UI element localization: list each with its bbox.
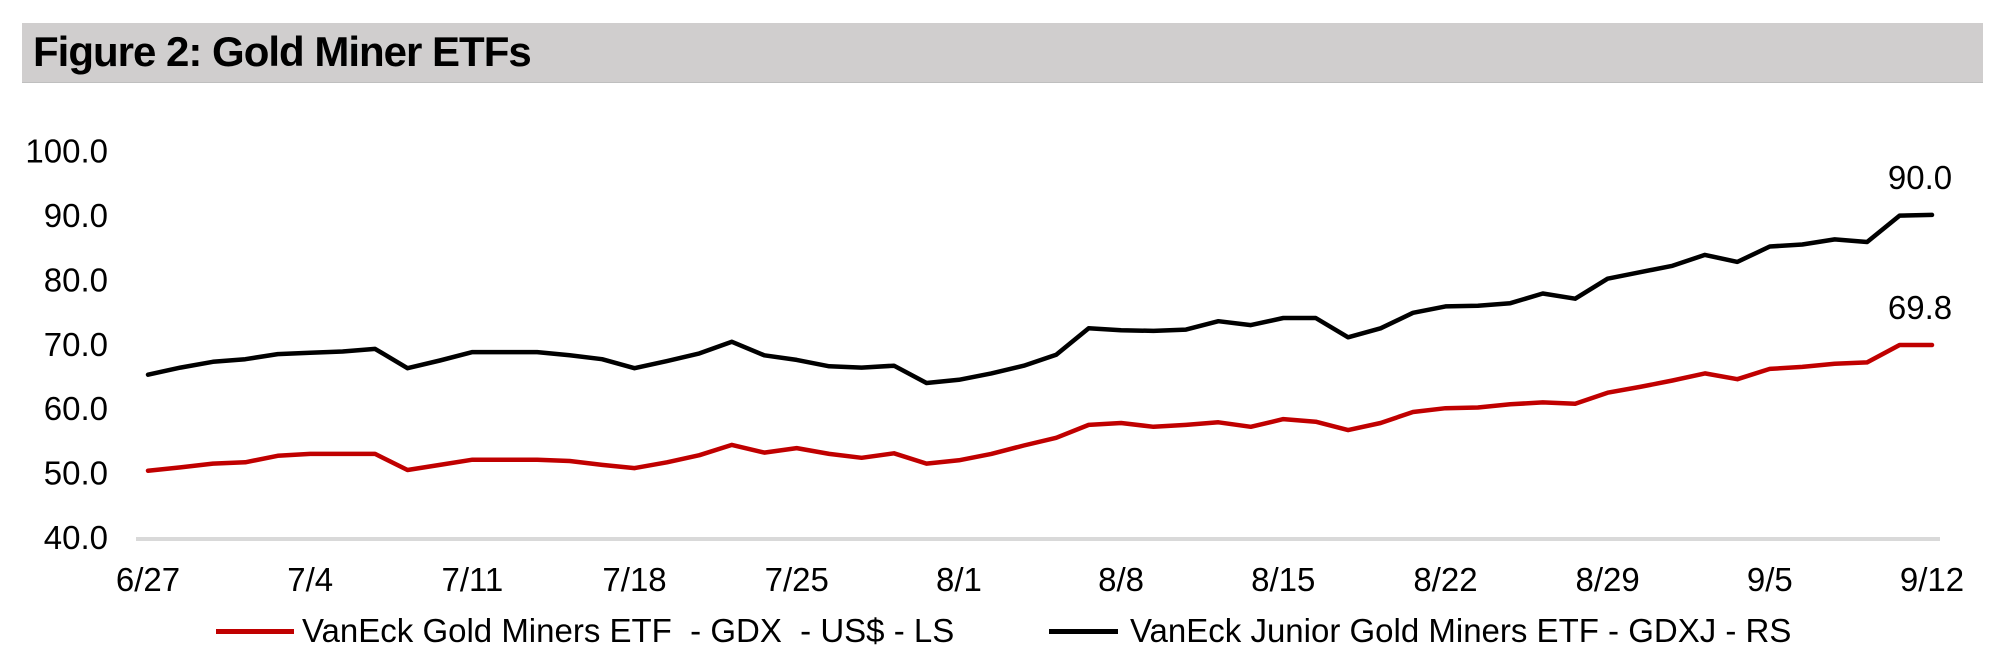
x-axis-label: 8/1 — [936, 561, 982, 598]
y-axis-label: 60.0 — [44, 390, 108, 427]
y-axis-label: 70.0 — [44, 326, 108, 363]
x-axis-label: 9/12 — [1900, 561, 1964, 598]
series-line-gdxj — [145, 212, 1935, 386]
legend-label-gdxj: VanEck Junior Gold Miners ETF - GDXJ - R… — [1130, 612, 1792, 649]
legend-swatch-gdxj — [1049, 629, 1118, 634]
y-axis-label: 50.0 — [44, 455, 108, 492]
x-axis-label: 7/25 — [765, 561, 829, 598]
y-axis-label: 90.0 — [44, 197, 108, 234]
series-end-value-label: 90.0 — [1888, 159, 1952, 196]
y-axis-label: 100.0 — [25, 133, 108, 170]
series-line-gdx — [145, 342, 1935, 473]
y-axis-label: 80.0 — [44, 261, 108, 298]
x-axis-label: 8/8 — [1098, 561, 1144, 598]
y-axis-label: 40.0 — [44, 519, 108, 556]
x-axis-label: 8/22 — [1413, 561, 1477, 598]
legend-swatch-gdx — [216, 629, 294, 634]
x-axis-label: 7/11 — [441, 561, 503, 598]
legend-label-gdx: VanEck Gold Miners ETF - GDX - US$ - LS — [302, 612, 955, 649]
figure-title: Figure 2: Gold Miner ETFs — [33, 28, 532, 75]
x-axis-label: 7/4 — [287, 561, 333, 598]
x-axis-label: 7/18 — [602, 561, 666, 598]
x-axis-label: 9/5 — [1747, 561, 1793, 598]
x-axis-label: 6/27 — [116, 561, 180, 598]
figure-title-bar: Figure 2: Gold Miner ETFs — [22, 23, 1983, 83]
x-axis-label: 8/29 — [1576, 561, 1640, 598]
series-end-value-label: 69.8 — [1888, 289, 1952, 326]
x-axis-label: 8/15 — [1251, 561, 1315, 598]
